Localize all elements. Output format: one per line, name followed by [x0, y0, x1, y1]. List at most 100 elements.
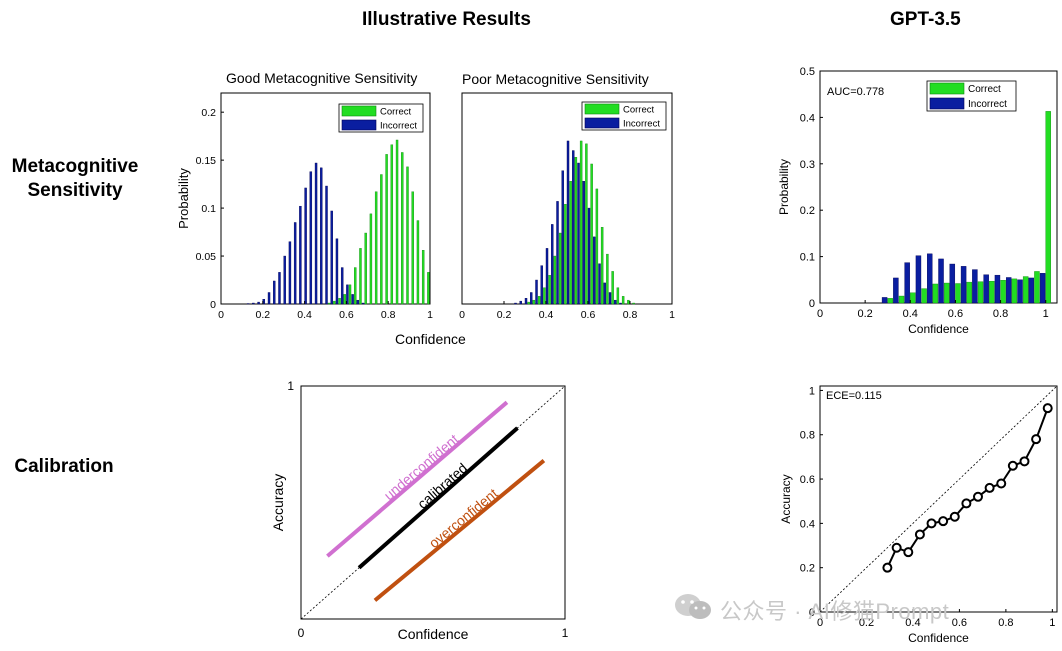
ytick-label-gpt_calib: 0.2 [800, 563, 815, 575]
ytick-label-gpt_calib: 0 [809, 607, 815, 619]
bar-incorrect [309, 171, 313, 305]
bar-incorrect [983, 274, 989, 304]
heading-illustrative: Illustrative Results [362, 9, 531, 30]
bar-correct [569, 181, 572, 305]
bar-correct [621, 296, 625, 305]
bar-correct [910, 292, 916, 304]
wechat-icon [673, 592, 715, 622]
xtick-label-good: 0.6 [339, 309, 354, 321]
data-point [926, 518, 937, 529]
bar-correct [898, 295, 905, 304]
legend-swatch-correct [929, 82, 965, 95]
xtick-label-gpt_calib: 0 [817, 617, 823, 629]
xlabel-gpt_hist: Confidence [908, 322, 969, 336]
bar-incorrect [587, 207, 591, 305]
bar-incorrect [340, 267, 344, 305]
data-point [903, 547, 914, 558]
bar-correct [600, 227, 604, 305]
data-point [996, 478, 1007, 489]
bar-correct [606, 253, 609, 305]
bar-correct [380, 174, 383, 305]
bar-incorrect [314, 162, 318, 305]
bar-incorrect [561, 170, 564, 305]
bar-correct [579, 140, 583, 305]
ytick-label-good: 0.1 [201, 203, 216, 215]
bar-incorrect [556, 201, 559, 305]
bar-incorrect [608, 292, 612, 305]
bar-incorrect [330, 210, 333, 305]
ytick-label-gpt_hist: 0.1 [800, 252, 815, 264]
xtick-label-poor: 0.8 [623, 309, 638, 321]
bar-correct [401, 152, 404, 305]
plot-title-poor: Poor Metacognitive Sensitivity [462, 71, 649, 87]
bar-correct [348, 284, 352, 305]
ytick-label-gpt_calib: 0.4 [800, 518, 815, 530]
line-underconfident [326, 400, 509, 558]
xtick-label-gpt_calib: 1 [1049, 617, 1055, 629]
bar-incorrect [614, 299, 617, 305]
bar-correct [532, 299, 536, 305]
bar-incorrect [619, 302, 622, 305]
bar-incorrect [524, 298, 528, 305]
data-point [938, 516, 949, 527]
bar-correct [1000, 280, 1006, 304]
legend-swatch-incorrect [929, 97, 965, 110]
ytick-label-gpt_calib: 0.8 [800, 430, 815, 442]
bar-correct [611, 271, 614, 305]
bar-incorrect [320, 167, 323, 305]
bar-incorrect [545, 248, 549, 305]
bar-incorrect [335, 238, 339, 305]
xtick-label-good: 0.2 [255, 309, 270, 321]
ytick-label-good: 0.15 [196, 155, 217, 167]
plot-frame-calib_illustrative [300, 385, 566, 620]
data-point [984, 482, 995, 493]
legend-swatch-incorrect [341, 119, 377, 131]
bar-incorrect [293, 222, 297, 305]
bar-incorrect [278, 272, 281, 305]
bar-correct [595, 188, 599, 305]
row-label-metacognitive-line2: Sensitivity [27, 180, 123, 201]
bar-incorrect [361, 302, 365, 305]
xlabel-gpt_calib: Confidence [908, 631, 969, 645]
xtick-label-good: 1 [427, 309, 433, 321]
bar-correct [548, 275, 551, 305]
bar-correct [574, 157, 578, 305]
bar-incorrect [299, 205, 302, 305]
line-overconfident [373, 459, 546, 602]
bar-correct [374, 191, 378, 305]
ytick-label-good: 0.05 [196, 251, 217, 263]
bar-incorrect [572, 150, 575, 305]
xtick-label-good: 0.4 [297, 309, 312, 321]
xtick-label-gpt_hist: 0 [817, 308, 823, 320]
xtick-label-gpt_calib: 0.6 [952, 617, 967, 629]
plot-title-good: Good Metacognitive Sensitivity [226, 70, 418, 86]
data-point [882, 562, 893, 573]
bar-incorrect [582, 181, 585, 305]
xtick-label-calib_illustrative: 0 [298, 626, 305, 640]
data-point [891, 542, 902, 553]
annotation-auc: AUC=0.778 [827, 86, 884, 98]
bar-correct [354, 267, 357, 305]
bar-correct [406, 166, 409, 305]
ytick-label-gpt_calib: 1 [809, 385, 815, 397]
heading-gpt: GPT-3.5 [890, 9, 961, 30]
ytick-label-good: 0 [210, 299, 216, 311]
xtick-label-gpt_hist: 0.2 [857, 308, 872, 320]
xtick-label-poor: 0.4 [539, 309, 554, 321]
xtick-label-poor: 0.6 [581, 309, 596, 321]
bar-incorrect [1039, 273, 1046, 304]
bar-incorrect [577, 162, 580, 305]
bar-incorrect [881, 297, 888, 304]
bar-correct [343, 294, 347, 305]
legend-label-correct: Correct [623, 105, 655, 116]
bar-correct [921, 288, 927, 304]
bar-correct [427, 272, 430, 305]
data-point [973, 491, 983, 502]
bar-incorrect [535, 279, 538, 305]
data-point [1007, 460, 1018, 471]
bar-incorrect [603, 282, 606, 305]
legend-swatch-correct [341, 105, 377, 117]
bar-incorrect [593, 236, 596, 305]
xtick-label-calib_illustrative: 1 [562, 626, 569, 640]
